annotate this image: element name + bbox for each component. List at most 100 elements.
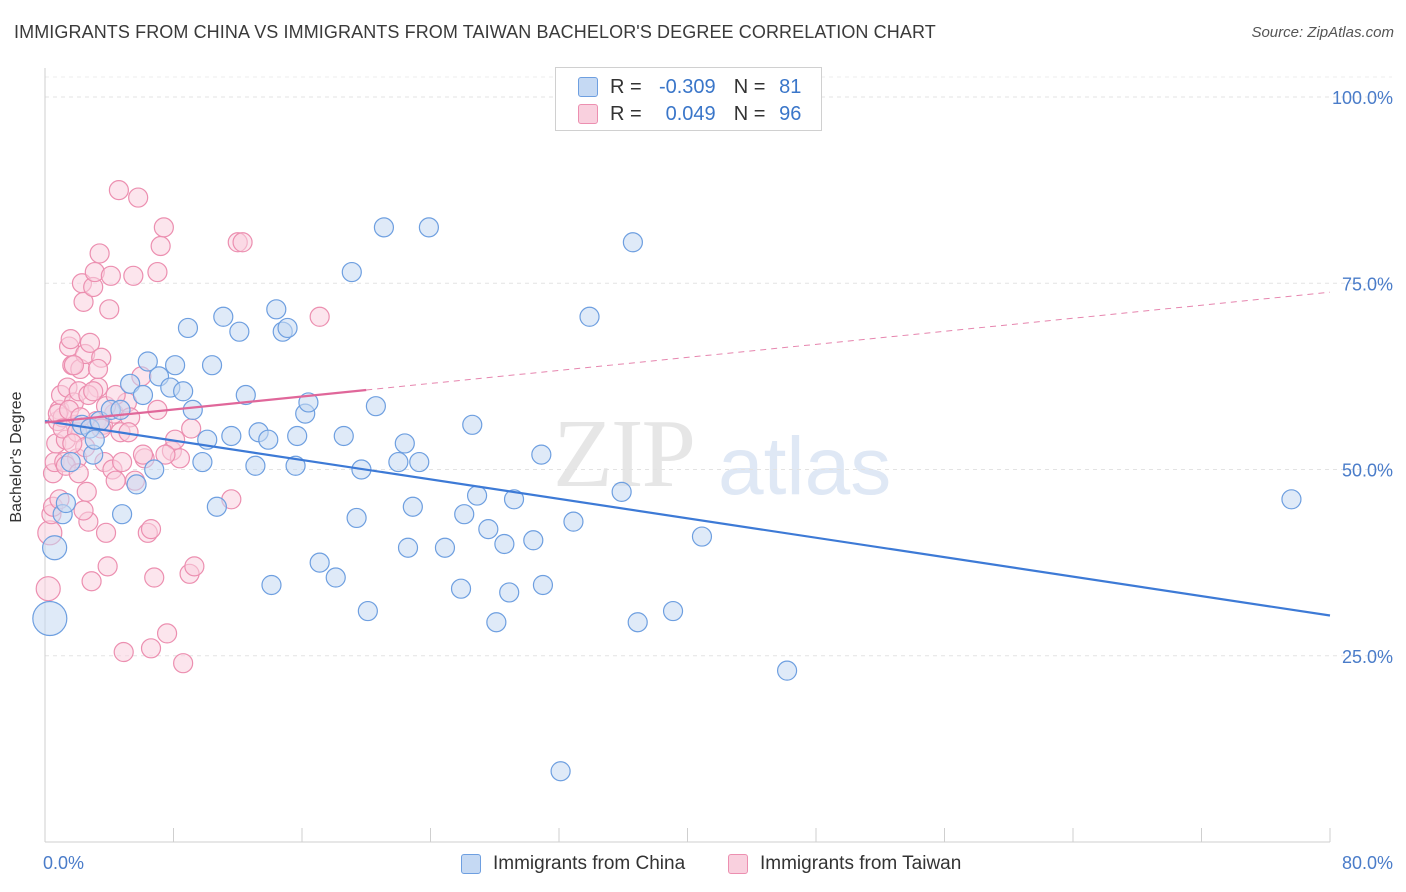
taiwan-point [108, 180, 129, 201]
series-taiwan-points [35, 180, 330, 674]
taiwan-point [95, 522, 117, 543]
china-point [462, 414, 483, 435]
taiwan-point [153, 217, 174, 238]
china-point [84, 429, 105, 450]
china-point [266, 299, 287, 320]
legend-r-label: R = [610, 102, 642, 125]
y-tick-label: 75.0% [1342, 274, 1393, 294]
taiwan-point [105, 470, 126, 491]
china-point [691, 526, 713, 547]
taiwan-point [76, 481, 97, 502]
taiwan-point [35, 576, 61, 602]
taiwan-point [87, 358, 109, 380]
taiwan-point [232, 232, 253, 253]
china-point [579, 306, 600, 327]
trend-line-taiwan-extension [366, 291, 1331, 391]
china-point [418, 217, 439, 238]
legend-r-label: R = [610, 75, 642, 98]
china-point [532, 574, 554, 596]
legend-n-label: N = [733, 75, 766, 98]
china-point [173, 381, 194, 402]
taiwan-point [309, 306, 330, 327]
china-point [394, 433, 415, 454]
china-point [111, 504, 133, 525]
taiwan-point [128, 187, 149, 208]
china-point [221, 425, 242, 447]
x-tick-label-min: 0.0% [43, 853, 84, 873]
taiwan-point [155, 444, 176, 465]
china-point [776, 660, 798, 681]
china-point [235, 384, 256, 406]
china-point [450, 578, 472, 599]
china-point [287, 425, 308, 447]
china-point [144, 459, 165, 480]
taiwan-point [156, 623, 178, 644]
china-point [531, 444, 552, 465]
china-point [466, 485, 488, 506]
taiwan-point [181, 418, 202, 439]
taiwan-point [173, 653, 194, 674]
china-point [611, 481, 632, 502]
legend-row-china: R = -0.309 N = 81 [578, 76, 801, 98]
legend-row-taiwan: R = 0.049 N = 96 [578, 103, 801, 125]
china-point [137, 351, 158, 372]
china-point [409, 451, 430, 473]
china-point [662, 600, 684, 622]
china-point [434, 537, 456, 558]
china-point [1281, 489, 1302, 510]
china-point [258, 429, 279, 450]
y-tick-label: 25.0% [1342, 647, 1393, 667]
china-point [373, 217, 395, 238]
trend-lines [44, 291, 1331, 617]
bottom-legend-label-china: Immigrants from China [493, 853, 686, 874]
china-point [132, 384, 154, 406]
taiwan-point [150, 235, 171, 257]
taiwan-point [140, 518, 162, 540]
china-point [32, 600, 68, 637]
taiwan-point [73, 291, 94, 312]
china-point [192, 451, 213, 473]
china-point [201, 355, 223, 376]
china-point [486, 612, 507, 633]
source-note: Source: ZipAtlas.com [1251, 24, 1394, 41]
taiwan-point [97, 556, 118, 577]
china-point [42, 535, 68, 561]
china-point [357, 600, 378, 622]
china-point [261, 574, 282, 596]
china-point [478, 518, 499, 540]
taiwan-point [132, 444, 154, 465]
china-point [627, 612, 648, 633]
china-point [397, 537, 419, 558]
taiwan-point [81, 571, 102, 592]
legend-swatch-china [578, 77, 598, 97]
china-point [277, 317, 298, 339]
taiwan-point [60, 329, 81, 350]
china-point [285, 455, 306, 476]
legend-r-value: -0.309 [658, 75, 716, 98]
china-point [333, 425, 354, 447]
chart-title: IMMIGRANTS FROM CHINA VS IMMIGRANTS FROM… [14, 22, 936, 42]
legend-n-label: N = [733, 102, 766, 125]
china-point [388, 451, 409, 473]
watermark-atlas: atlas [718, 421, 892, 512]
china-point [177, 317, 199, 339]
taiwan-point [73, 500, 94, 521]
bottom-legend-china: Immigrants from China [461, 851, 685, 877]
china-point [60, 451, 81, 473]
taiwan-point [113, 641, 134, 663]
bottom-legend-label-taiwan: Immigrants from Taiwan [760, 853, 962, 874]
china-point [182, 399, 203, 420]
china-point [309, 552, 330, 573]
gridlines [45, 76, 1392, 657]
china-point [213, 306, 234, 327]
china-point [402, 496, 423, 517]
china-point [494, 533, 515, 555]
bottom-legend-taiwan: Immigrants from Taiwan [728, 851, 961, 877]
china-point [206, 496, 227, 517]
china-point [523, 530, 544, 551]
taiwan-point [140, 638, 162, 659]
legend-r-value: 0.049 [665, 102, 716, 125]
legend-n-value: 96 [779, 102, 802, 125]
china-point [55, 492, 76, 514]
